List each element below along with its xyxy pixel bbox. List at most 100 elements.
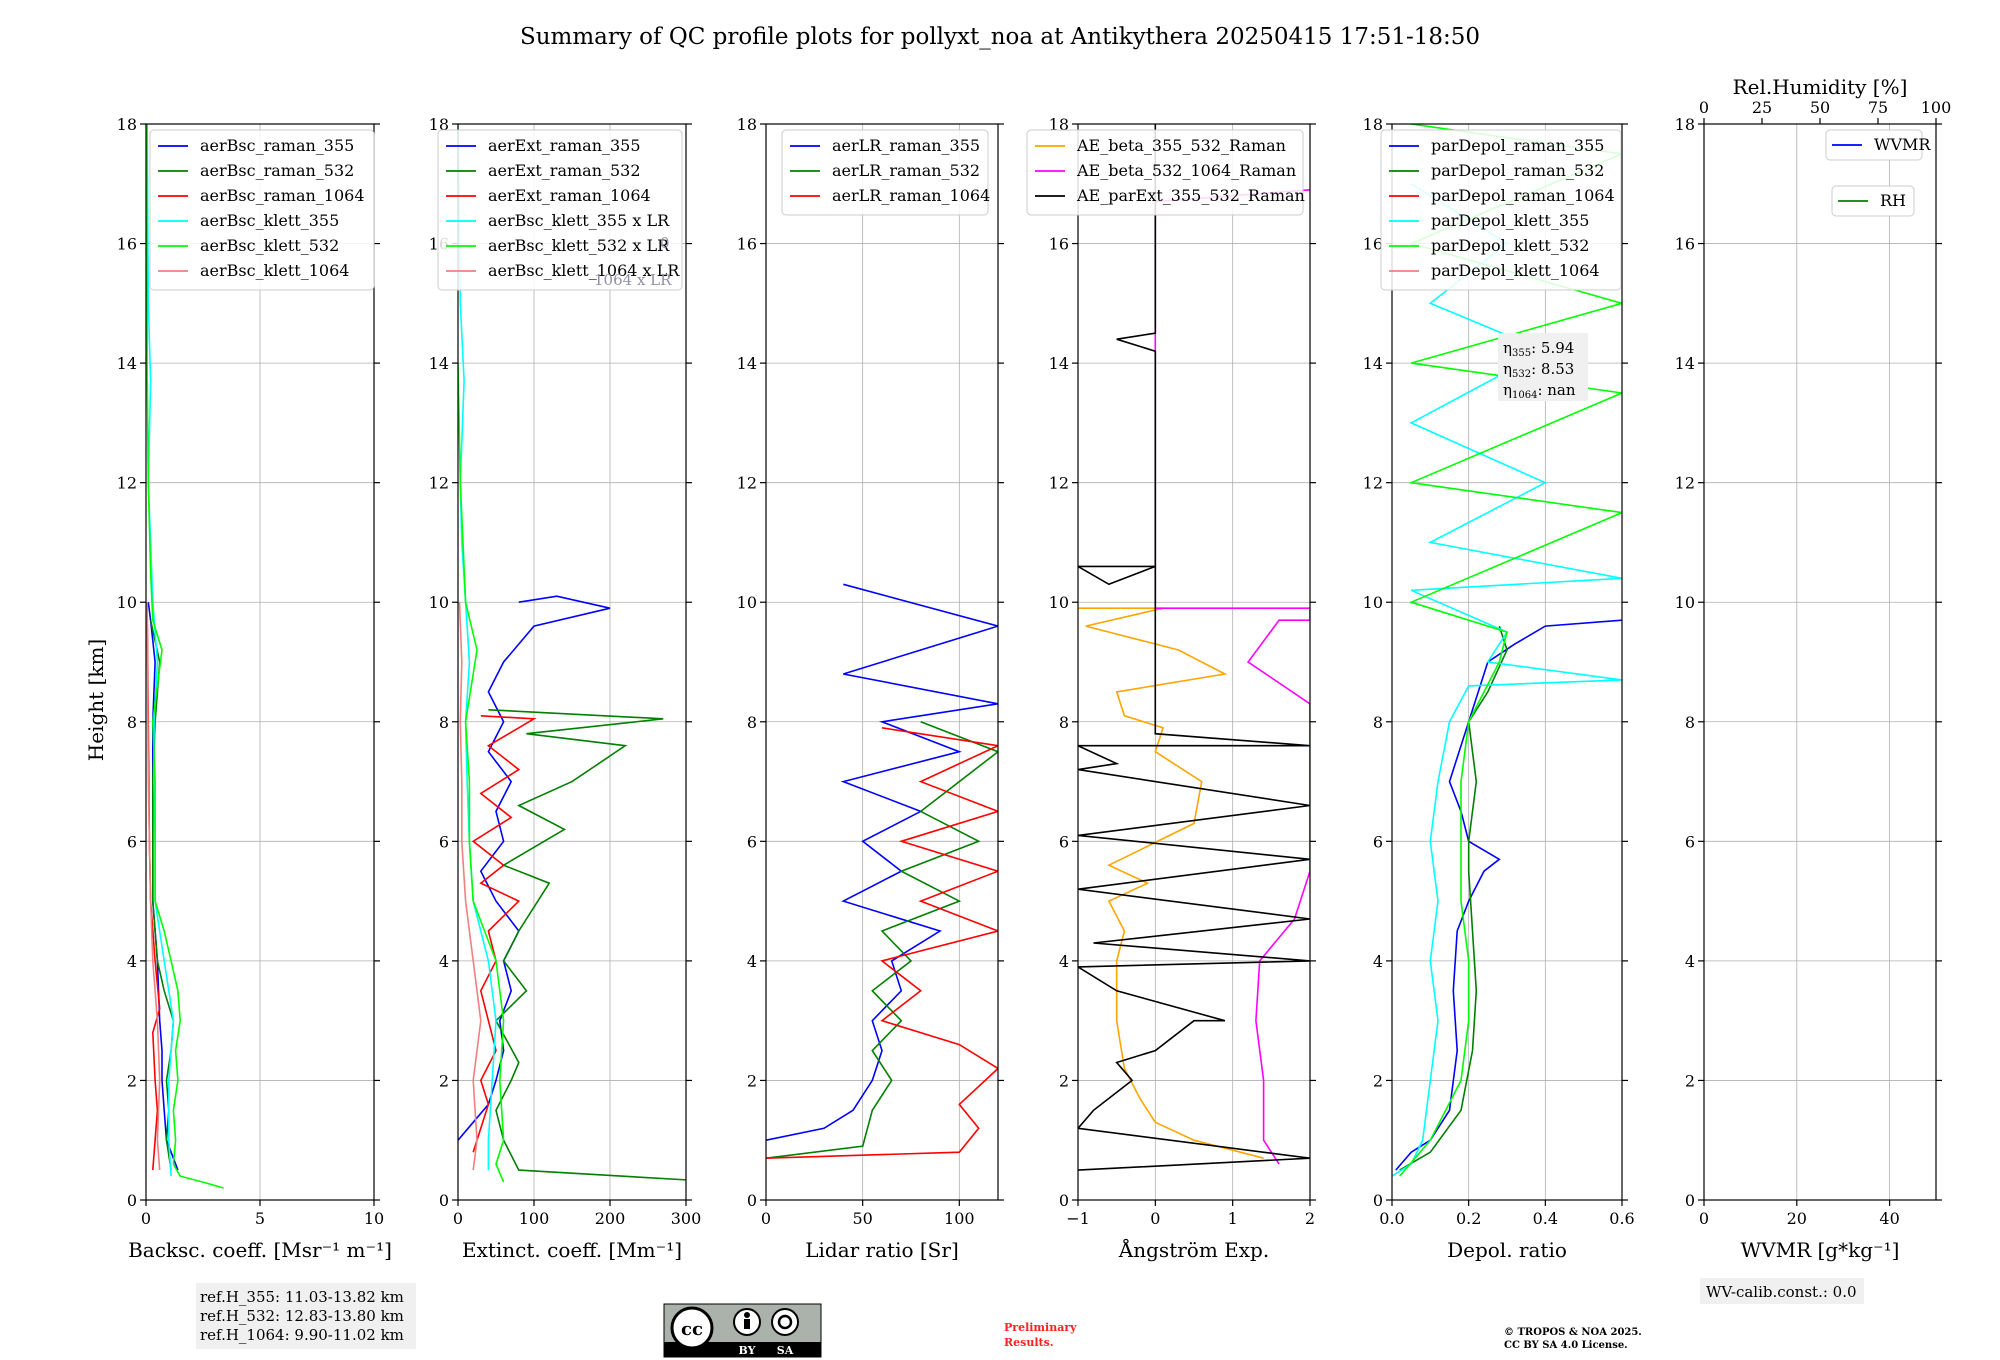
y-tick-label: 4 xyxy=(439,952,449,971)
y-tick-label: 8 xyxy=(439,713,449,732)
series-line-aerBsc_klett_532 xyxy=(146,124,224,1189)
y-tick-label: 10 xyxy=(429,593,449,612)
x-tick-label: 0 xyxy=(1150,1209,1160,1228)
series-line-parDepol_raman_532 xyxy=(1399,625,1508,1171)
y-tick-label: 12 xyxy=(117,474,137,493)
series-line-aerLR_raman_532 xyxy=(766,721,998,1159)
plot-frame xyxy=(145,123,375,1201)
x-tick-label: 0.6 xyxy=(1609,1209,1634,1228)
legend-entry: aerBsc_klett_355 x LR xyxy=(488,211,670,230)
y-tick-label: 6 xyxy=(1685,832,1695,851)
top-x-axis-label: Rel.Humidity [%] xyxy=(1733,75,1908,99)
legend: aerExt_raman_355 aerExt_raman_532 aerExt_r… xyxy=(437,129,683,291)
x-tick-label: 2 xyxy=(1305,1209,1315,1228)
x-tick-label: 300 xyxy=(671,1209,702,1228)
legend: parDepol_raman_355 parDepol_raman_532 parD… xyxy=(1380,129,1622,291)
y-tick-label: 16 xyxy=(1363,235,1383,254)
preliminary-line-2: Results. xyxy=(1004,1336,1054,1349)
eta-line: η355: 5.94 xyxy=(1503,339,1574,359)
legend: aerBsc_raman_355 aerBsc_raman_532 aerBsc_r… xyxy=(149,129,375,291)
sa-share-icon xyxy=(771,1308,799,1336)
y-tick-label: 10 xyxy=(117,593,137,612)
series-line-parDepol_klett_532 xyxy=(1399,124,1622,1177)
y-tick-label: 12 xyxy=(1049,474,1069,493)
eta-box xyxy=(1498,333,1588,401)
legend-box xyxy=(149,129,375,291)
x-tick-label: 0 xyxy=(453,1209,463,1228)
x-tick-label: 0 xyxy=(141,1209,151,1228)
top-x-tick-label: 100 xyxy=(1921,98,1952,117)
figure-title: Summary of QC profile plots for pollyxt_… xyxy=(520,24,1480,50)
x-tick-label: 100 xyxy=(519,1209,550,1228)
y-tick-label: 8 xyxy=(1373,713,1383,732)
hidden-legend-fragment: 1064 x LR xyxy=(594,271,672,289)
legend-entry: aerBsc_raman_532 xyxy=(200,161,354,180)
legend-entry: aerLR_raman_1064 xyxy=(832,186,990,205)
legend-entry: RH xyxy=(1880,191,1906,210)
legend-entry: parDepol_raman_1064 xyxy=(1431,186,1615,205)
y-tick-label: 0 xyxy=(1059,1191,1069,1210)
legend-entry: aerExt_raman_1064 xyxy=(488,186,651,205)
copyright-line-2: CC BY SA 4.0 License. xyxy=(1504,1340,1628,1351)
legend-entry: parDepol_raman_355 xyxy=(1431,136,1604,155)
series-line-aerExt_raman_532 xyxy=(488,709,686,1181)
series-group xyxy=(1078,124,1310,1171)
eta-line: η1064: nan xyxy=(1503,381,1576,401)
legend-entry: AE_parExt_355_532_Raman xyxy=(1076,186,1305,205)
y-tick-label: 6 xyxy=(439,832,449,851)
by-label: BY xyxy=(739,1344,756,1357)
y-tick-label: 4 xyxy=(1373,952,1383,971)
y-tick-label: 12 xyxy=(1363,474,1383,493)
legend-entry: aerBsc_klett_1064 xyxy=(200,261,349,280)
x-axis-label: Ångström Exp. xyxy=(1118,1237,1269,1262)
x-tick-label: 0 xyxy=(761,1209,771,1228)
x-axis-label: Lidar ratio [Sr] xyxy=(805,1238,959,1262)
y-tick-label: 18 xyxy=(1049,115,1069,134)
legend-entry: WVMR xyxy=(1874,135,1931,154)
y-tick-label: 6 xyxy=(747,832,757,851)
wv-calib-text: WV-calib.const.: 0.0 xyxy=(1706,1283,1857,1301)
series-line-aerBsc_klett_1064 x LR xyxy=(458,602,482,1171)
y-tick-label: 18 xyxy=(429,115,449,134)
plot-panel-2: 0100200300024681012141618Extinct. coeff.… xyxy=(429,115,702,1262)
legend-entry: parDepol_klett_355 xyxy=(1431,211,1589,230)
y-tick-label: 8 xyxy=(127,713,137,732)
legend-entry: parDepol_raman_532 xyxy=(1431,161,1604,180)
y-tick-label: 16 xyxy=(1675,235,1695,254)
cc-icon xyxy=(670,1306,714,1350)
series-line-aerBsc_klett_532 x LR xyxy=(458,363,505,1183)
cc-text: cc xyxy=(681,1319,703,1340)
y-tick-label: 8 xyxy=(1059,713,1069,732)
x-axis-label: Depol. ratio xyxy=(1447,1238,1567,1262)
plot-frame xyxy=(1391,123,1623,1201)
y-tick-label: 14 xyxy=(117,354,137,373)
series-line-aerExt_raman_1064 xyxy=(471,715,537,1153)
legend-entry: parDepol_klett_1064 xyxy=(1431,261,1600,280)
ref-height-box: ref.H_355: 11.03-13.82 km ref.H_532: 12.… xyxy=(196,1283,416,1349)
ref-h-1064: ref.H_1064: 9.90-11.02 km xyxy=(200,1326,404,1344)
series-line-aerBsc_klett_355 x LR xyxy=(458,124,497,1171)
ref-h-532: ref.H_532: 12.83-13.80 km xyxy=(200,1307,404,1325)
y-tick-label: 16 xyxy=(737,235,757,254)
top-x-tick-label: 50 xyxy=(1810,98,1830,117)
series-line-aerBsc_klett_1064 xyxy=(146,602,161,1171)
x-tick-label: 200 xyxy=(595,1209,626,1228)
y-tick-label: 12 xyxy=(429,474,449,493)
y-tick-label: 10 xyxy=(1363,593,1383,612)
series-line-AE_beta_355_532_Raman xyxy=(1078,607,1264,1159)
x-tick-label: 100 xyxy=(944,1209,975,1228)
y-tick-label: 16 xyxy=(1049,235,1069,254)
plot-frame xyxy=(457,123,687,1201)
y-tick-label: 0 xyxy=(747,1191,757,1210)
legend-entry: AE_beta_355_532_Raman xyxy=(1076,136,1286,155)
x-tick-label: 0.2 xyxy=(1456,1209,1481,1228)
series-line-aerLR_raman_355 xyxy=(766,583,998,1141)
y-tick-label: 14 xyxy=(429,354,449,373)
y-tick-label: 14 xyxy=(737,354,757,373)
y-tick-label: 14 xyxy=(1049,354,1069,373)
x-tick-label: 20 xyxy=(1787,1209,1807,1228)
sa-label: SA xyxy=(777,1344,794,1357)
copyright-line-1: © TROPOS & NOA 2025. xyxy=(1504,1327,1642,1338)
